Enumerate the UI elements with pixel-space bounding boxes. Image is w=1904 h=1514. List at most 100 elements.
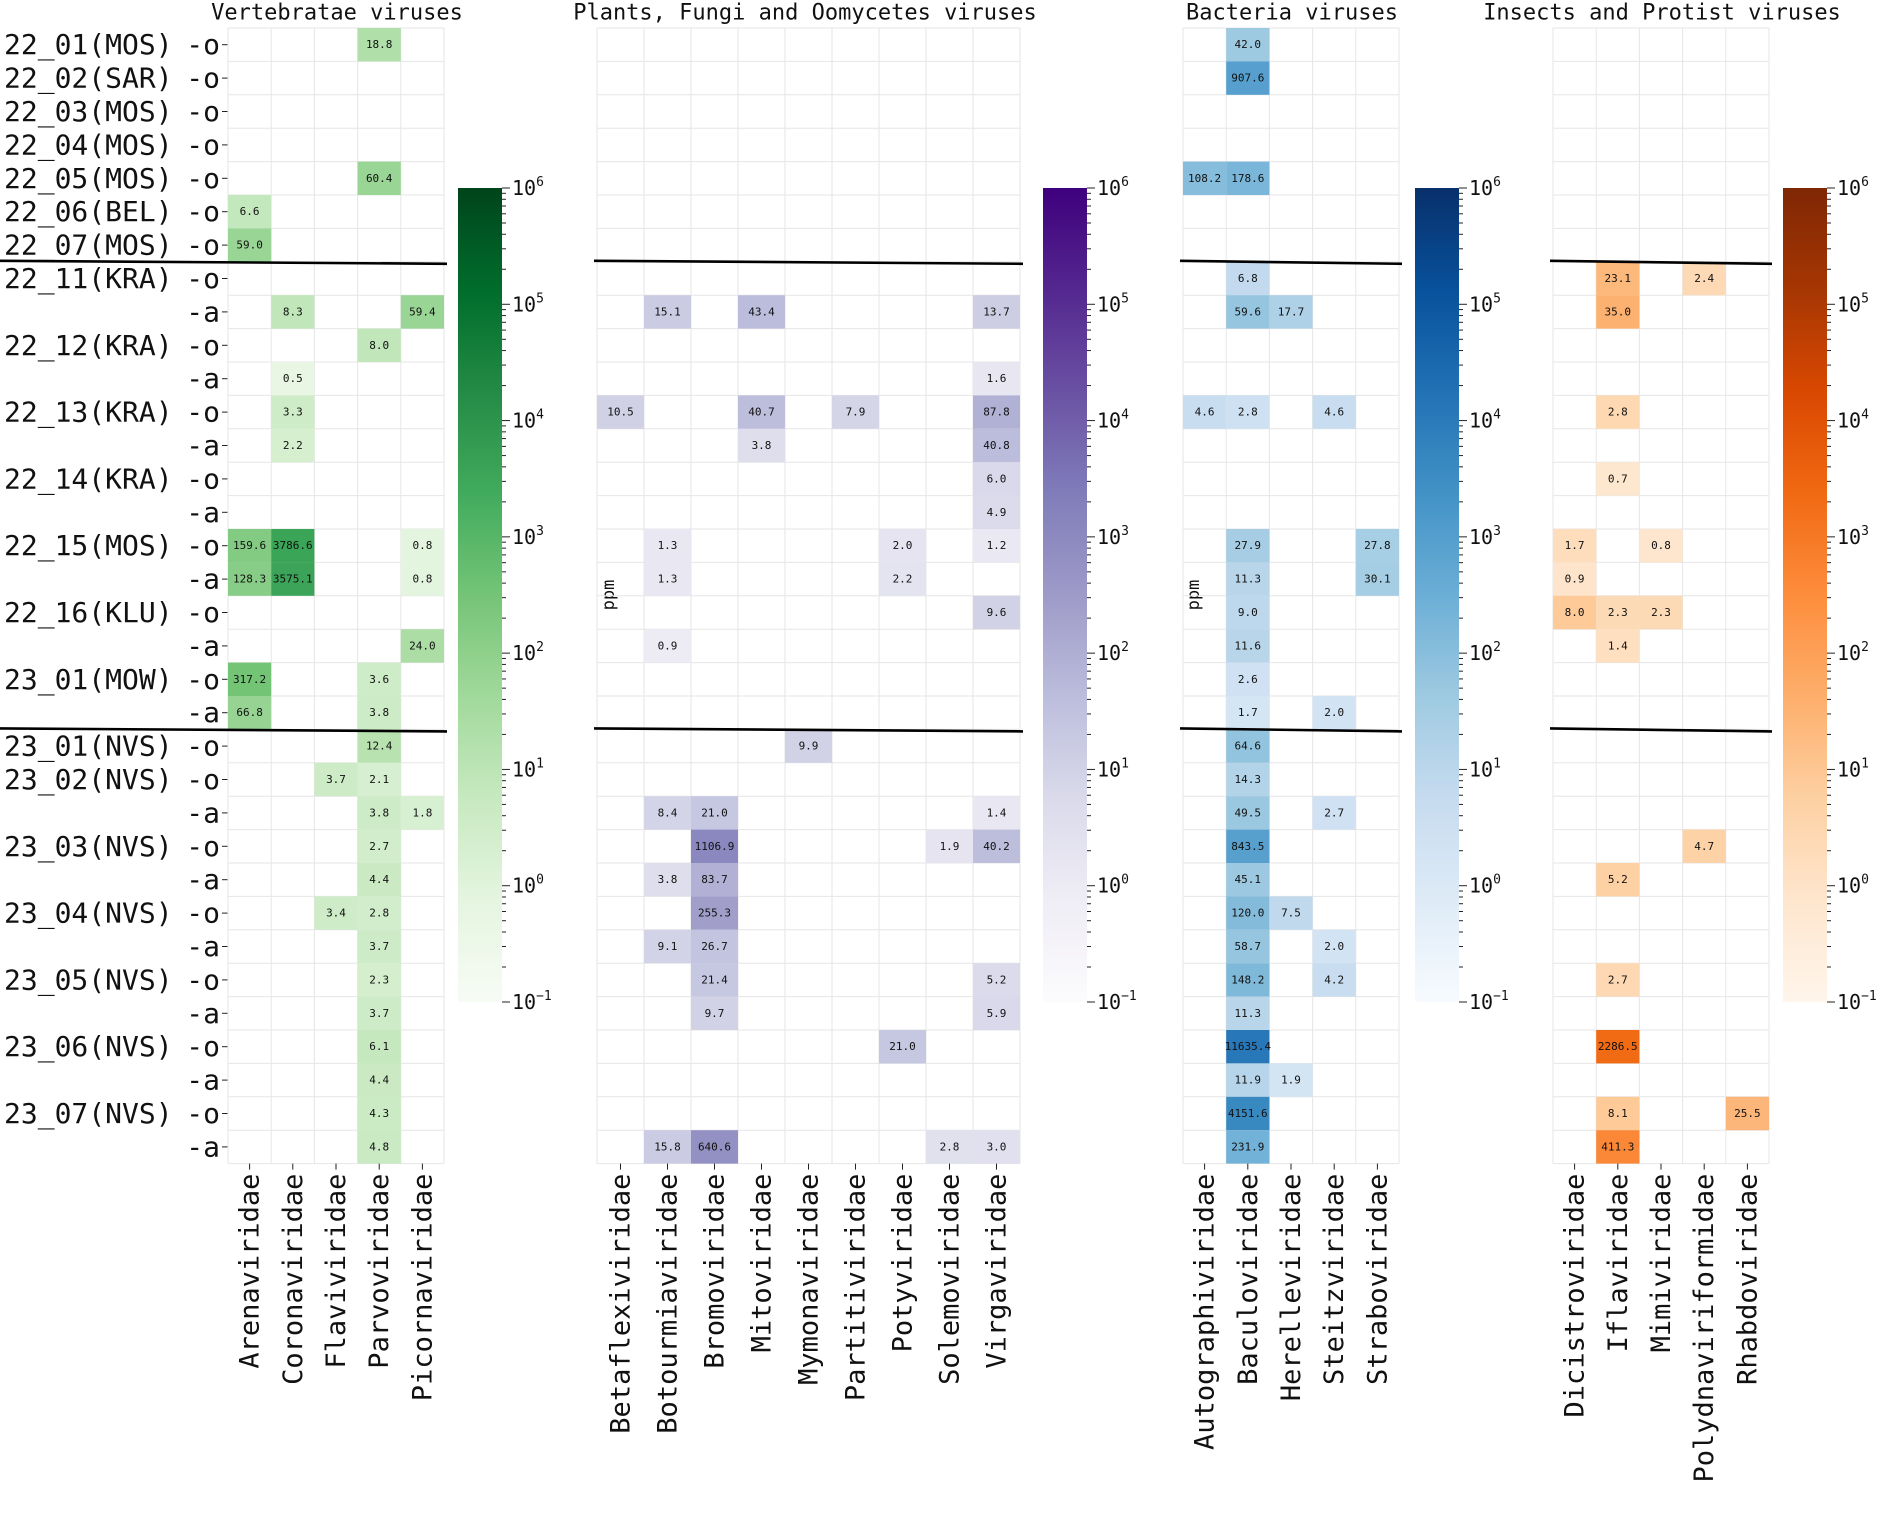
row-label-suffix: -o — [186, 262, 220, 295]
column-label: Partitiviridae — [841, 1174, 872, 1402]
row-label-suffix: -o — [186, 963, 220, 996]
row-label-suffix: -o — [186, 195, 220, 228]
row-label-sample: 22_01(MOS) — [4, 28, 173, 62]
colorbar-tick-label: 100 — [512, 873, 544, 898]
colorbar-gradient — [458, 188, 502, 1002]
cell-value-label: 1106.9 — [695, 840, 735, 853]
colorbar-tick-label: 101 — [1837, 756, 1869, 781]
colorbar-tick-exponent: 5 — [536, 291, 544, 306]
heatmap-cell — [1226, 28, 1270, 62]
column-label: Autographiviridae — [1190, 1174, 1221, 1450]
row-label-sample: 22_03(MOS) — [4, 95, 173, 129]
colorbar-tick-base: 10 — [1097, 409, 1121, 433]
cell-value-label: 2.8 — [1608, 406, 1628, 419]
row-label-sample: 23_06(NVS) — [4, 1030, 173, 1064]
heatmap-cell — [357, 28, 401, 62]
cell-value-label: 2286.5 — [1598, 1040, 1638, 1053]
cell-value-label: 0.8 — [1651, 539, 1671, 552]
heatmap-cell — [973, 462, 1020, 496]
cell-value-label: 1.3 — [658, 539, 678, 552]
colorbar-tick-exponent: 4 — [1493, 408, 1501, 423]
heatmap-cell — [314, 762, 358, 797]
row-label-sample: 22_16(KLU) — [4, 596, 173, 630]
colorbar-tick-label: 102 — [1469, 640, 1501, 665]
cell-value-label: 2.6 — [1238, 673, 1258, 686]
cell-value-label: 11.9 — [1235, 1074, 1262, 1087]
panel-title: Bacteria viruses — [1186, 1, 1398, 26]
column-label: Betaflexiviridae — [606, 1174, 637, 1434]
heatmap-cell — [1226, 562, 1270, 596]
cell-value-label: 4151.6 — [1228, 1107, 1268, 1120]
cell-value-label: 2.7 — [1324, 806, 1344, 819]
heatmap-cell — [1596, 863, 1640, 897]
colorbar-tick-label: 100 — [1097, 873, 1129, 898]
heatmap-cell — [879, 529, 926, 563]
heatmap-cell — [1226, 1030, 1270, 1064]
cell-value-label: 1.6 — [987, 372, 1007, 385]
heatmap-cell — [691, 896, 738, 930]
cell-value-label: 2.3 — [1608, 606, 1628, 619]
colorbar-tick-label: 103 — [512, 524, 544, 549]
heatmap-panel: Vertebratae viruses 18.8 60.4 6.6 59.0 8.3 59.… — [0, 1, 619, 1401]
heatmap-cell — [228, 529, 272, 563]
cell-value-label: 66.8 — [236, 706, 263, 719]
heatmap-cell — [1269, 896, 1313, 930]
colorbar-tick-exponent: −1 — [1493, 989, 1509, 1004]
heatmap-cell — [400, 529, 444, 563]
cell-value-label: 25.5 — [1734, 1107, 1761, 1120]
colorbar-tick-base: 10 — [512, 874, 536, 898]
colorbar-tick-exponent: 1 — [536, 756, 544, 771]
row-label-suffix: -o — [186, 663, 220, 696]
cell-value-label: 411.3 — [1601, 1140, 1634, 1153]
row-label-suffix: -o — [186, 1097, 220, 1130]
heatmap-cell — [1269, 295, 1313, 329]
heatmap-cell — [1312, 395, 1356, 429]
colorbar-tick-label: 104 — [1837, 408, 1869, 433]
heatmap-panel: Insects and Protist viruses 23.1 2.4 35.0 2.… — [1483, 1, 1877, 1483]
row-label-suffix: -a — [186, 629, 220, 662]
heatmap-cell — [973, 362, 1020, 396]
colorbar-tick-label: 102 — [512, 640, 544, 665]
cell-value-label: 83.7 — [701, 873, 728, 886]
cell-value-label: 0.8 — [412, 539, 432, 552]
heatmap-cell — [1596, 1130, 1640, 1164]
colorbar-tick-base: 10 — [1837, 641, 1861, 665]
colorbar-tick-base: 10 — [1097, 641, 1121, 665]
colorbar-tick-label: 100 — [1837, 873, 1869, 898]
heatmap-cell — [228, 696, 272, 730]
cell-value-label: 1.9 — [940, 840, 960, 853]
cell-value-label: 148.2 — [1231, 973, 1264, 986]
row-label-suffix: -o — [186, 229, 220, 262]
heatmap-cell — [691, 996, 738, 1030]
column-label: Mimiviridae — [1646, 1174, 1677, 1353]
colorbar-tick-label: 102 — [1097, 640, 1129, 665]
cell-value-label: 8.0 — [1565, 606, 1585, 619]
heatmap-cell — [1226, 161, 1270, 195]
colorbar-tick-base: 10 — [1469, 176, 1493, 200]
heatmap-cell — [644, 863, 691, 897]
heatmap-cell — [400, 796, 444, 830]
row-label-suffix: -o — [186, 329, 220, 362]
cell-value-label: 7.5 — [1281, 907, 1301, 920]
heatmap-cell — [357, 662, 401, 696]
heatmap-cell — [357, 796, 401, 830]
colorbar-tick-label: 104 — [1097, 408, 1129, 433]
cell-value-label: 21.4 — [701, 973, 728, 986]
heatmap-cell — [357, 896, 401, 930]
cell-value-label: 3575.1 — [273, 573, 313, 586]
colorbar-tick-base: 10 — [1837, 874, 1861, 898]
heatmap-cell — [1312, 796, 1356, 830]
cell-value-label: 4.8 — [369, 1140, 389, 1153]
colorbar-tick-label: 106 — [1469, 175, 1501, 200]
colorbar-tick-label: 104 — [512, 408, 544, 433]
row-label-suffix: -o — [186, 730, 220, 763]
colorbar-tick-label: 10−1 — [1097, 989, 1137, 1014]
cell-value-label: 11.3 — [1235, 1007, 1262, 1020]
cell-value-label: 21.0 — [701, 806, 728, 819]
heatmap-cell — [1312, 696, 1356, 730]
cell-value-label: 49.5 — [1235, 806, 1262, 819]
cell-value-label: 17.7 — [1278, 305, 1305, 318]
column-label: Rhabdoviridae — [1732, 1174, 1763, 1385]
cell-value-label: 3.8 — [752, 439, 772, 452]
